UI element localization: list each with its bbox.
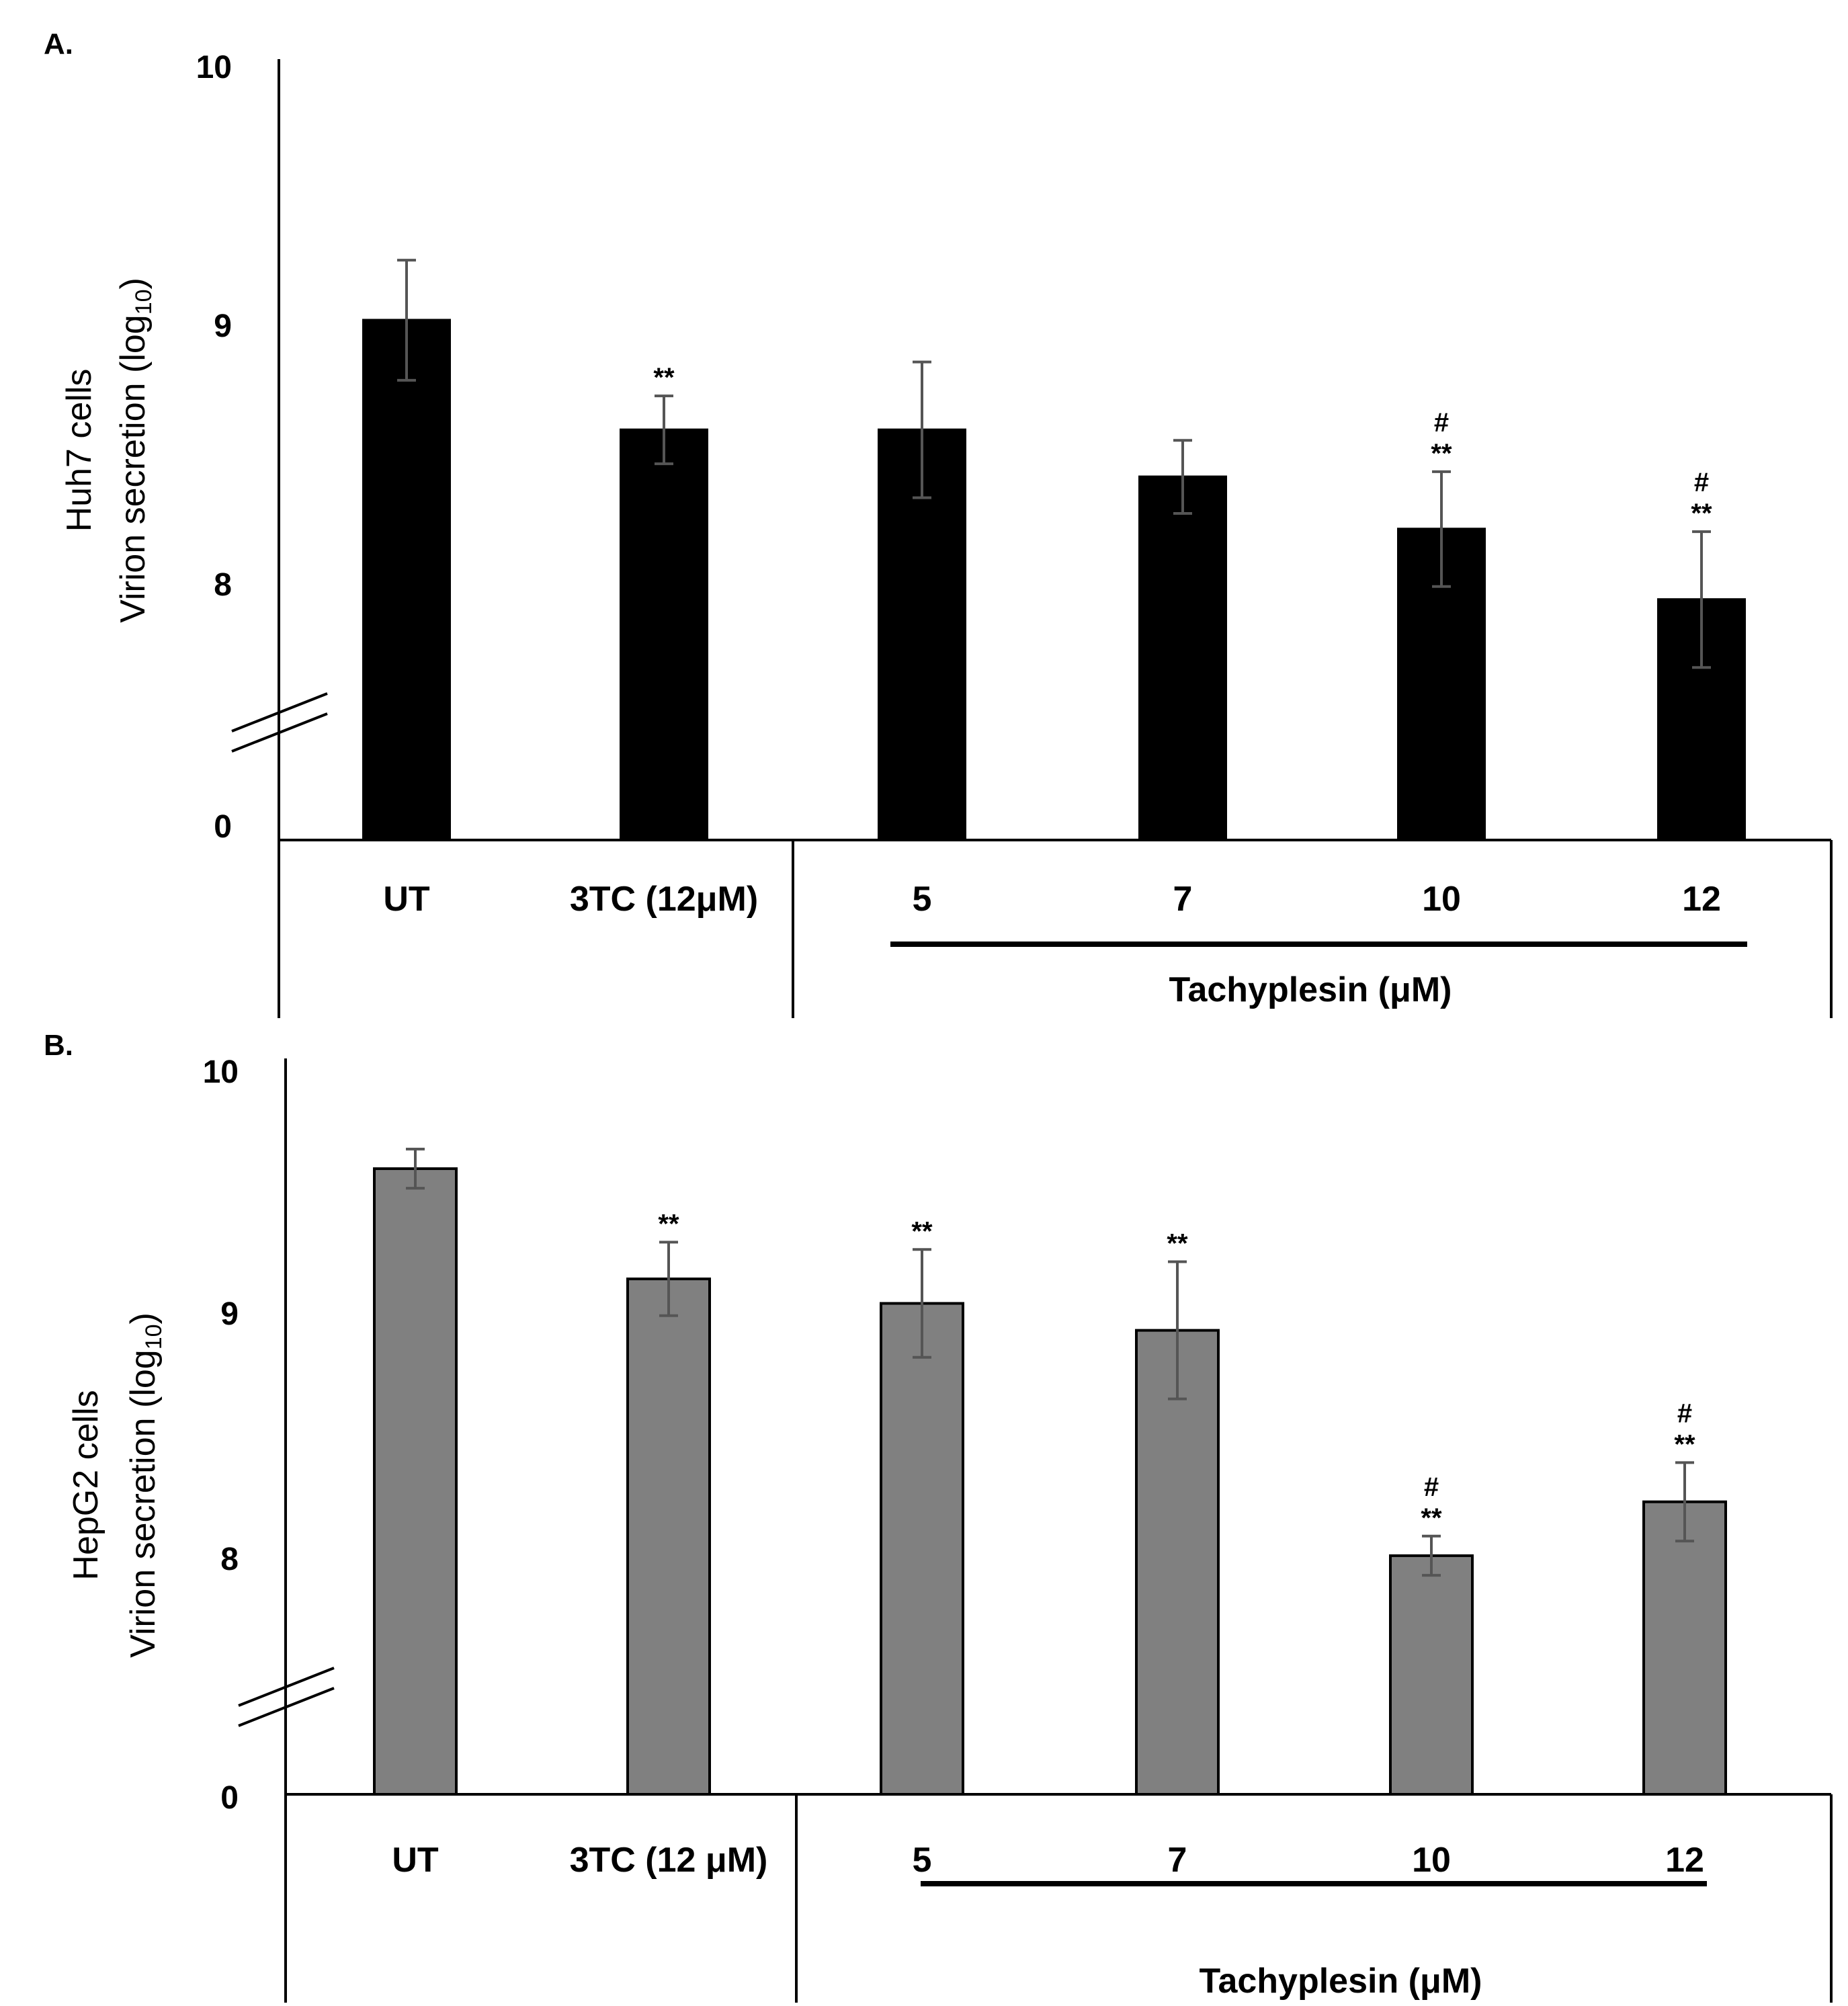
- y-tick-label: 10: [203, 1054, 239, 1090]
- x-category-label: 12: [1682, 880, 1721, 919]
- y-tick-label: 9: [214, 308, 232, 344]
- significance-stars: **: [1167, 1229, 1188, 1259]
- x-category-label: 5: [913, 880, 932, 919]
- x-category-label: UT: [383, 880, 430, 919]
- x-category-label: 7: [1168, 1841, 1187, 1880]
- y-axis-title-main: Virion secretion (log: [114, 315, 153, 623]
- x-category-label: UT: [392, 1841, 439, 1880]
- y-axis-title-subscript: 10: [141, 1324, 167, 1349]
- significance-stars: **: [911, 1216, 933, 1246]
- significance-stars: **: [658, 1209, 679, 1239]
- y-tick-label: 8: [220, 1542, 239, 1577]
- significance-stars: **: [1691, 499, 1712, 528]
- y-axis-title: Virion secretion (log10): [114, 278, 157, 623]
- y-axis-title-close: ): [114, 278, 153, 289]
- group-label: Tachyplesin (μM): [1200, 1962, 1482, 2001]
- significance-hash: #: [1424, 1472, 1439, 1502]
- significance-hash: #: [1694, 468, 1709, 497]
- y-axis-title: Virion secretion (log10): [124, 1312, 167, 1658]
- y-axis-title-subscript: 10: [131, 289, 157, 315]
- significance-stars: **: [653, 363, 675, 392]
- y-axis-title-main: Virion secretion (log: [124, 1349, 163, 1658]
- x-category-label: 3TC (12 μM): [570, 1841, 768, 1880]
- bar: [1135, 1329, 1220, 1796]
- axis-break-mark: [238, 1667, 335, 1707]
- axis-break-mark: [238, 1687, 335, 1727]
- bar: [1389, 1554, 1474, 1796]
- bar: [1642, 1500, 1727, 1796]
- y-tick-label: 10: [196, 50, 232, 85]
- panel-label: B.: [44, 1029, 73, 1062]
- x-category-label: 5: [913, 1841, 932, 1880]
- y-tick-label: 0: [220, 1780, 239, 1816]
- bar: [373, 1167, 458, 1796]
- bar: [1138, 475, 1227, 841]
- x-category-label: 10: [1412, 1841, 1451, 1880]
- bar: [620, 428, 708, 841]
- y-tick-label: 8: [214, 567, 232, 603]
- x-category-label: 3TC (12μM): [570, 880, 758, 919]
- x-category-label: 10: [1422, 880, 1461, 919]
- x-category-label: 7: [1173, 880, 1193, 919]
- axis-break-mark: [231, 692, 328, 733]
- group-label: Tachyplesin (μM): [1169, 970, 1452, 1009]
- bar: [362, 319, 451, 841]
- y-tick-label: 0: [214, 809, 232, 845]
- significance-stars: **: [1421, 1503, 1442, 1533]
- panel-label: A.: [44, 28, 73, 60]
- bar: [880, 1302, 964, 1796]
- y-tick-label: 9: [220, 1296, 239, 1332]
- y-axis-title-cell-line: HepG2 cells: [67, 1390, 106, 1580]
- significance-hash: #: [1434, 408, 1449, 437]
- y-axis-title-cell-line: Huh7 cells: [60, 369, 99, 532]
- axis-break-mark: [231, 712, 328, 753]
- bar: [626, 1278, 711, 1796]
- significance-stars: **: [1674, 1429, 1695, 1459]
- x-category-label: 12: [1665, 1841, 1704, 1880]
- y-axis-title-close: ): [124, 1312, 163, 1324]
- significance-hash: #: [1677, 1398, 1692, 1428]
- significance-stars: **: [1431, 439, 1452, 468]
